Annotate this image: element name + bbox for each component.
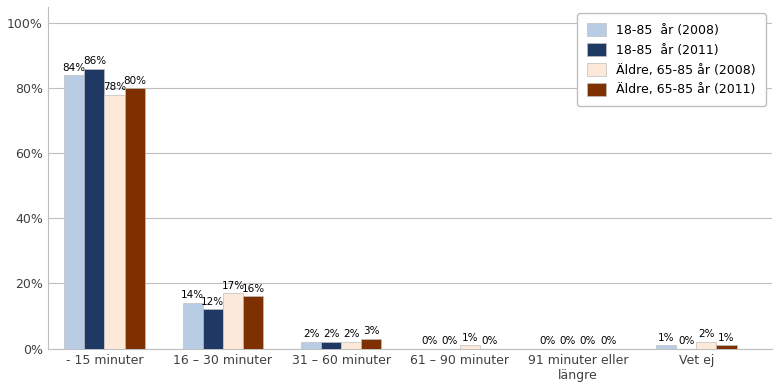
Text: 3%: 3% bbox=[363, 326, 379, 336]
Bar bbox=[460, 345, 480, 349]
Text: 2%: 2% bbox=[343, 329, 360, 339]
Bar bbox=[243, 296, 263, 349]
Bar bbox=[341, 342, 361, 349]
Text: 0%: 0% bbox=[580, 336, 596, 346]
Text: 17%: 17% bbox=[221, 280, 245, 291]
Bar bbox=[717, 345, 737, 349]
Bar bbox=[656, 345, 676, 349]
Bar bbox=[361, 339, 382, 349]
Text: 78%: 78% bbox=[103, 82, 126, 92]
Bar bbox=[696, 342, 717, 349]
Bar bbox=[125, 88, 145, 349]
Bar bbox=[321, 342, 341, 349]
Text: 0%: 0% bbox=[600, 336, 616, 346]
Bar bbox=[301, 342, 321, 349]
Text: 0%: 0% bbox=[559, 336, 576, 346]
Text: 1%: 1% bbox=[658, 333, 675, 343]
Text: 12%: 12% bbox=[201, 297, 224, 307]
Text: 0%: 0% bbox=[678, 336, 694, 346]
Text: 1%: 1% bbox=[718, 333, 735, 343]
Bar bbox=[182, 303, 203, 349]
Text: 2%: 2% bbox=[698, 329, 714, 339]
Text: 0%: 0% bbox=[540, 336, 556, 346]
Bar bbox=[104, 95, 125, 349]
Text: 0%: 0% bbox=[421, 336, 438, 346]
Text: 2%: 2% bbox=[323, 329, 340, 339]
Text: 1%: 1% bbox=[461, 333, 478, 343]
Text: 84%: 84% bbox=[63, 63, 86, 73]
Bar bbox=[84, 69, 104, 349]
Bar bbox=[223, 293, 243, 349]
Text: 14%: 14% bbox=[181, 290, 204, 300]
Bar bbox=[64, 75, 84, 349]
Bar bbox=[203, 310, 223, 349]
Legend: 18-85  år (2008), 18-85  år (2011), Äldre, 65-85 år (2008), Äldre, 65-85 år (201: 18-85 år (2008), 18-85 år (2011), Äldre,… bbox=[577, 13, 766, 107]
Text: 2%: 2% bbox=[303, 329, 319, 339]
Text: 0%: 0% bbox=[442, 336, 458, 346]
Text: 0%: 0% bbox=[481, 336, 498, 346]
Text: 80%: 80% bbox=[123, 76, 146, 86]
Text: 16%: 16% bbox=[241, 284, 265, 294]
Text: 86%: 86% bbox=[83, 56, 106, 66]
